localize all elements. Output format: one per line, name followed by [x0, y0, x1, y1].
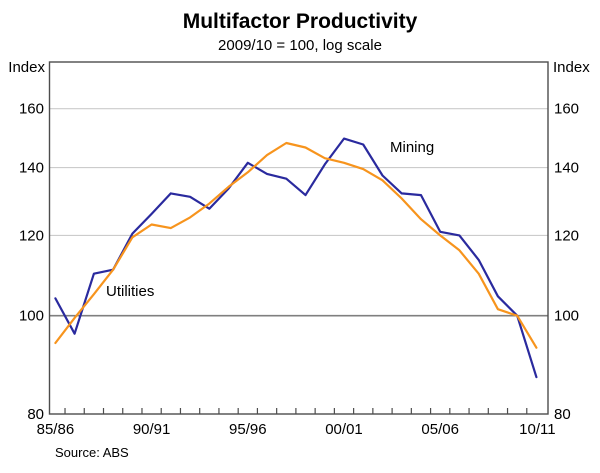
y-tick-label-right-80: 80 — [554, 406, 571, 423]
chart-title: Multifactor Productivity — [183, 10, 418, 33]
plot-frame-group — [48, 61, 549, 415]
x-tick-label-90-91: 90/91 — [133, 421, 171, 438]
y-tick-label-left-80: 80 — [27, 406, 44, 423]
y-axis-unit-right: Index — [553, 59, 590, 76]
series-lines-group — [54, 137, 538, 379]
y-tick-labels-group: 80 80 100 100 120 120 140 140 160 160 — [19, 101, 579, 423]
y-tick-label-right-100: 100 — [554, 308, 579, 325]
source-note: Source: ABS — [55, 445, 129, 460]
y-tick-label-left-100: 100 — [19, 308, 44, 325]
mining-series-label: Mining — [390, 139, 434, 156]
utilities-line — [54, 141, 538, 349]
utilities-series-label: Utilities — [106, 283, 154, 300]
y-tick-label-left-160: 160 — [19, 101, 44, 118]
y-axis-unit-left: Index — [8, 59, 45, 76]
x-tick-label-00-01: 00/01 — [325, 421, 363, 438]
plot-frame — [48, 61, 549, 415]
y-tick-label-left-120: 120 — [19, 227, 44, 244]
x-tick-label-95-96: 95/96 — [229, 421, 267, 438]
y-tick-label-right-160: 160 — [554, 101, 579, 118]
x-tick-label-10-11: 10/11 — [519, 421, 555, 438]
mining-line — [54, 137, 538, 379]
x-tick-label-05-06: 05/06 — [421, 421, 459, 438]
chart-subtitle: 2009/10 = 100, log scale — [218, 37, 382, 54]
y-tick-label-left-140: 140 — [19, 160, 44, 177]
y-tick-label-right-140: 140 — [554, 160, 579, 177]
x-tick-labels-group: 85/86 90/91 95/96 00/01 05/06 10/11 — [37, 421, 556, 438]
y-tick-label-right-120: 120 — [554, 227, 579, 244]
x-tick-label-85-86: 85/86 — [37, 421, 75, 438]
x-ticks-group — [64, 408, 528, 414]
